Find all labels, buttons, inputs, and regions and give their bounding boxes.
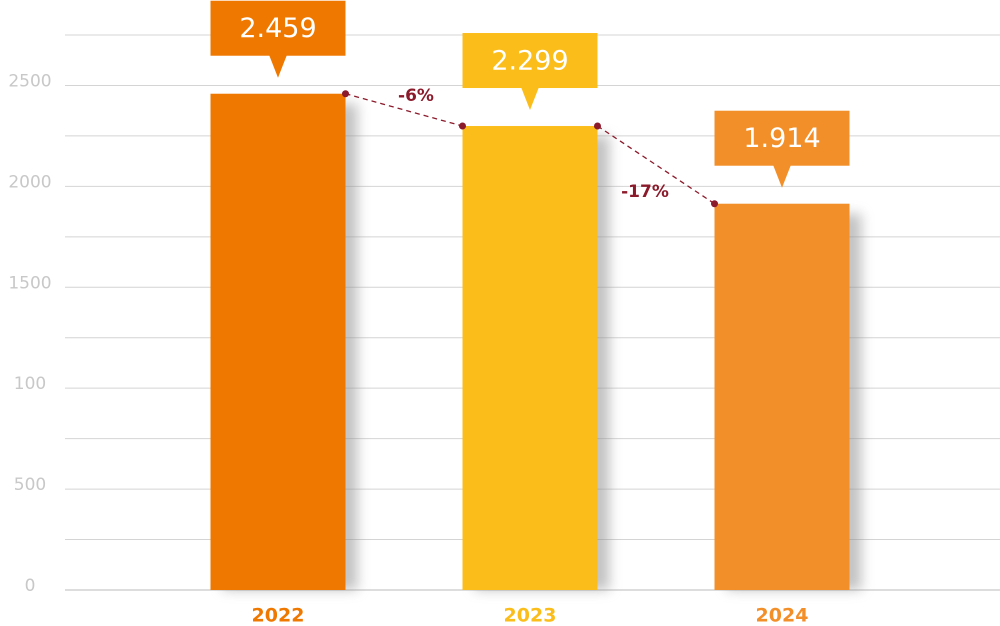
change-line — [345, 93, 463, 127]
change-dot — [342, 90, 349, 98]
value-callout — [462, 33, 598, 89]
change-dot — [711, 200, 718, 208]
change-annotation: -6% — [398, 86, 434, 106]
value-label: 2.299 — [491, 46, 568, 77]
bar — [210, 93, 346, 590]
change-dot — [459, 122, 466, 130]
callout-pointer — [269, 54, 287, 78]
y-tick-label: 2500 — [8, 71, 51, 91]
x-tick-label: 2023 — [504, 605, 557, 626]
callout-pointer — [521, 87, 539, 111]
y-tick-label: 500 — [14, 475, 46, 495]
y-tick-label: 1500 — [8, 273, 51, 293]
y-tick-label: 0 — [25, 576, 36, 596]
x-tick-label: 2022 — [252, 605, 305, 626]
y-tick-label: 2000 — [8, 172, 51, 192]
value-callout — [210, 0, 346, 56]
bar — [714, 203, 850, 590]
change-dot — [594, 122, 601, 130]
value-label: 2.459 — [239, 13, 316, 44]
x-tick-label: 2024 — [756, 605, 809, 626]
value-callout — [714, 110, 850, 166]
value-label: 1.914 — [743, 123, 820, 154]
bar — [462, 126, 598, 591]
change-annotation: -17% — [621, 182, 669, 202]
change-line — [597, 125, 715, 205]
callout-pointer — [773, 164, 791, 188]
y-tick-label: 100 — [14, 374, 46, 394]
